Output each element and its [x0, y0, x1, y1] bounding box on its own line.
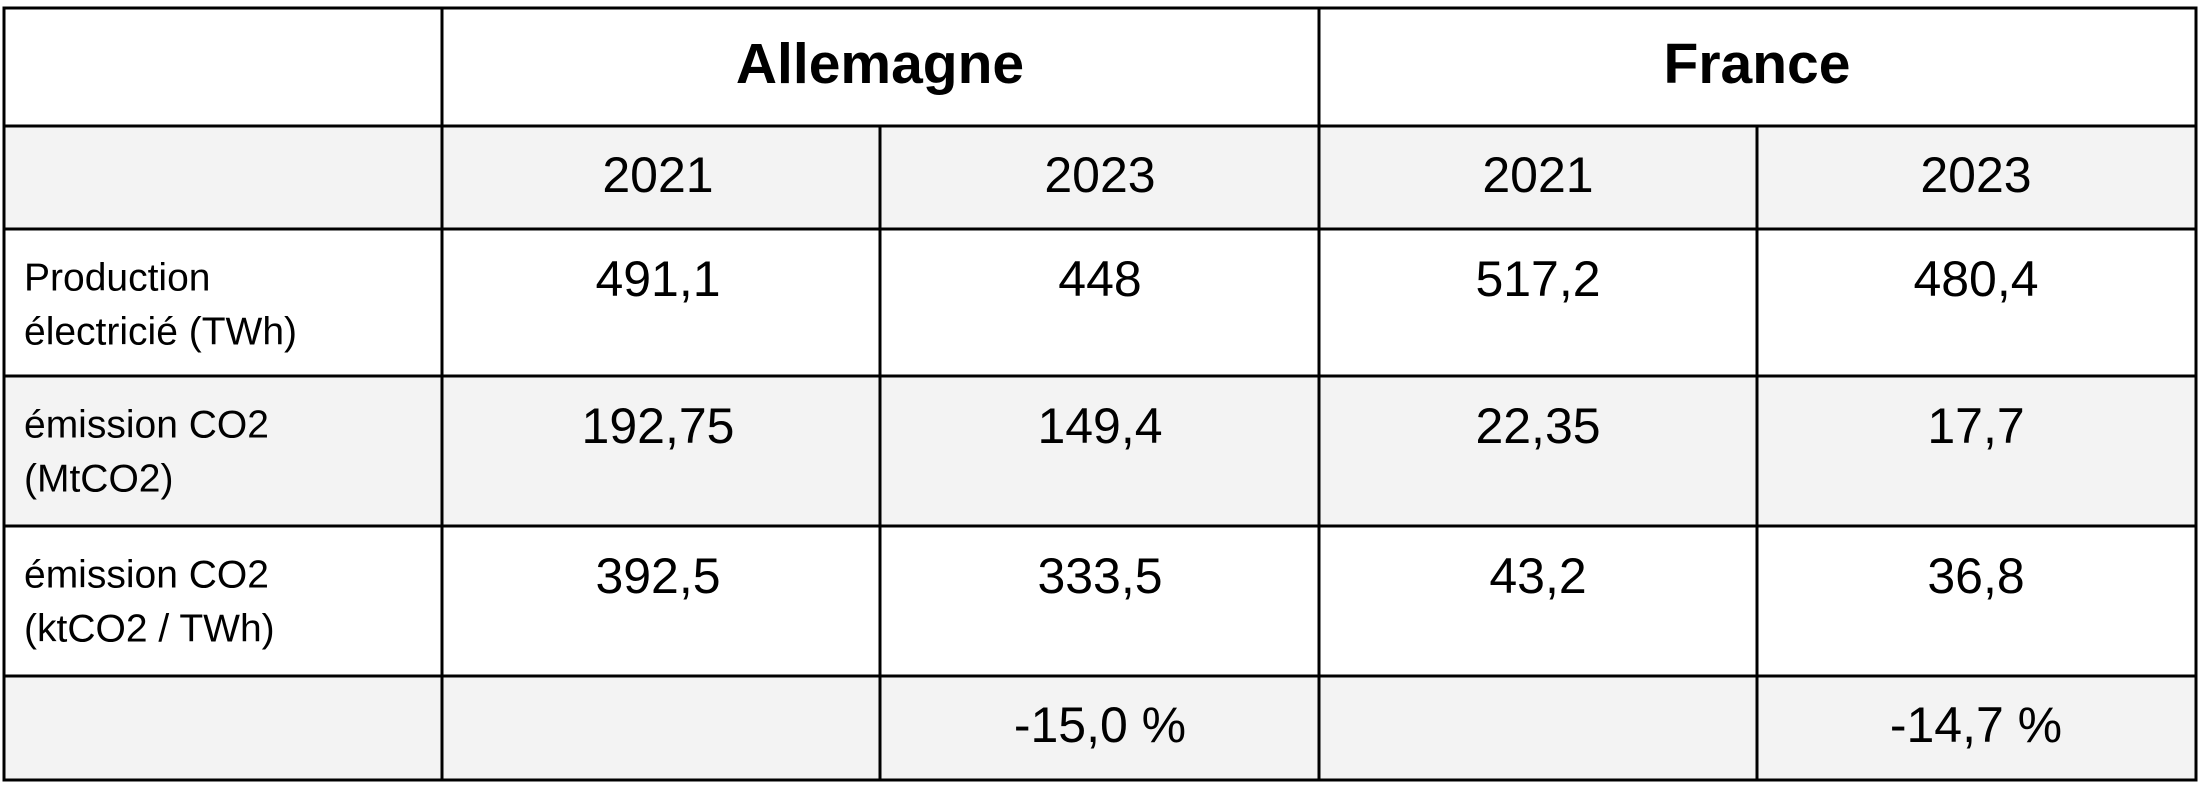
row-bg [4, 676, 2196, 780]
cell-value: 491,1 [595, 251, 720, 307]
country-header: Allemagne [736, 32, 1024, 96]
year-header: 2021 [602, 147, 713, 203]
cell-value: 192,75 [582, 398, 735, 454]
cell-value: 43,2 [1489, 548, 1586, 604]
row-label: (MtCO2) [24, 457, 174, 500]
row-label: émission CO2 [24, 553, 269, 596]
row-label: électricié (TWh) [24, 310, 297, 353]
cell-value: 333,5 [1037, 548, 1162, 604]
cell-value: 480,4 [1913, 251, 2038, 307]
row-bg [4, 376, 2196, 526]
row-bg [4, 126, 2196, 229]
cell-value: 517,2 [1475, 251, 1600, 307]
cell-value: 17,7 [1927, 398, 2024, 454]
border [2, 6, 2198, 782]
row-label: (ktCO2 / TWh) [24, 607, 275, 650]
cell-value: 36,8 [1927, 548, 2024, 604]
cell-value: 392,5 [595, 548, 720, 604]
row-label: émission CO2 [24, 403, 269, 446]
year-header: 2023 [1920, 147, 2031, 203]
year-header: 2023 [1044, 147, 1155, 203]
country-header: France [1664, 32, 1851, 96]
year-header: 2021 [1482, 147, 1593, 203]
cell-value: 149,4 [1037, 398, 1162, 454]
row-label: Production [24, 256, 210, 299]
variation-value: -14,7 % [1890, 697, 2062, 753]
cell-value: 448 [1058, 251, 1141, 307]
cell-value: 22,35 [1475, 398, 1600, 454]
variation-value: -15,0 % [1014, 697, 1186, 753]
grid [2, 6, 2198, 782]
